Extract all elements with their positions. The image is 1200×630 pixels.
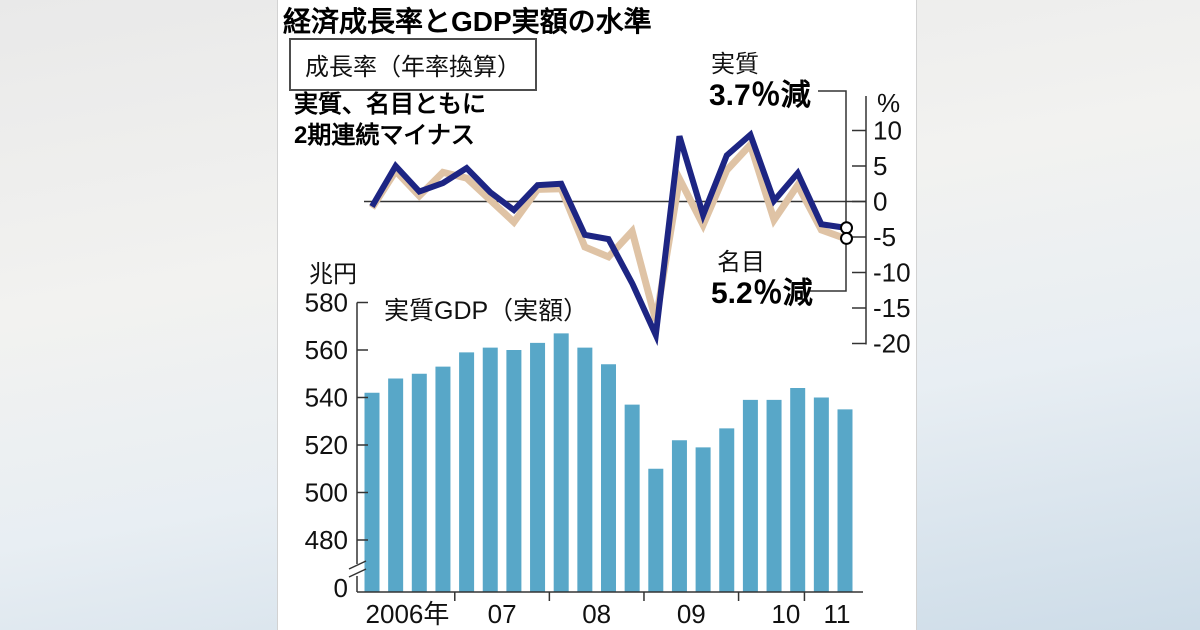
page-title: 経済成長率とGDP実額の水準 (283, 6, 652, 37)
gdp-bar (671, 440, 687, 592)
chart-panel (277, 0, 917, 630)
gdp-axis-unit-label: 兆円 (309, 261, 357, 288)
gdp-bar (790, 388, 806, 592)
gdp-axis-break (348, 560, 367, 570)
headline-note-line2: 2期連続マイナス (294, 122, 475, 149)
real-series-value: 3.7％減 (709, 79, 811, 112)
gdp-bar (553, 333, 569, 592)
headline-note: 実質、名目ともに 2期連続マイナス (294, 89, 486, 151)
gdp-y-tick-label: 500 (305, 478, 348, 508)
headline-note-line1: 実質、名目ともに (294, 91, 486, 118)
gdp-y-tick-label: 540 (305, 383, 348, 413)
gdp-year-label: 2006年 (366, 599, 450, 629)
growth-axis-unit-label: % (877, 88, 900, 118)
growth-y-tick-label: 0 (873, 187, 887, 217)
real-series-label: 実質 (711, 51, 759, 78)
gdp-y-tick-label: 480 (305, 525, 348, 555)
gdp-bar (837, 409, 853, 592)
gdp-bar (577, 347, 593, 592)
gdp-bar (695, 447, 711, 592)
gdp-bar (648, 468, 664, 592)
growth-y-tick-label: 10 (873, 116, 902, 146)
gdp-bar (719, 428, 735, 592)
gdp-bar (766, 399, 782, 592)
gdp-bar (388, 378, 404, 592)
gdp-bar-chart: 580 560 540 520 500 480 0 2006年 07 08 09 10 11 (305, 288, 863, 629)
gdp-bar (411, 373, 427, 592)
gdp-bar (742, 399, 758, 592)
gdp-bar (435, 366, 451, 592)
gdp-chart-title: 実質GDP（実額） (384, 297, 589, 325)
gdp-bar (530, 342, 546, 592)
nominal-growth-line (369, 137, 847, 322)
nominal-series-label: 名目 (717, 249, 765, 276)
growth-y-tick-label: -10 (873, 258, 911, 288)
gdp-bar (624, 404, 640, 592)
growth-y-tick-label: -5 (873, 222, 896, 252)
gdp-year-label: 07 (488, 599, 517, 629)
annotation-leader (810, 90, 847, 292)
real-endpoint-marker (840, 221, 853, 235)
gdp-zero-label: 0 (334, 573, 348, 603)
nominal-endpoint-marker (840, 231, 853, 245)
growth-line-chart: 10 5 0 -5 -10 -15 -20% (364, 88, 911, 359)
gdp-y-tick-label: 580 (305, 288, 348, 318)
growth-y-tick-label: -20 (873, 329, 911, 359)
gdp-bar (813, 397, 829, 592)
gdp-year-label: 11 (824, 599, 851, 629)
gdp-bar (459, 352, 475, 592)
gdp-y-tick-label: 560 (305, 335, 348, 365)
gdp-y-tick-label: 520 (305, 430, 348, 460)
gdp-axis-break (348, 568, 367, 578)
gdp-bar (506, 350, 522, 592)
gdp-bar (601, 364, 616, 592)
nominal-series-value: 5.2％減 (711, 277, 813, 310)
growth-y-tick-label: -15 (873, 293, 911, 323)
growth-y-tick-label: 5 (873, 151, 887, 181)
gdp-year-label: 09 (677, 599, 706, 629)
gdp-year-label: 08 (582, 599, 611, 629)
gdp-bar (364, 392, 380, 592)
growth-rate-box-label: 成長率（年率換算） (289, 38, 537, 91)
gdp-year-label: 10 (771, 599, 800, 629)
real-growth-line (369, 129, 846, 346)
gdp-bar (482, 347, 498, 592)
